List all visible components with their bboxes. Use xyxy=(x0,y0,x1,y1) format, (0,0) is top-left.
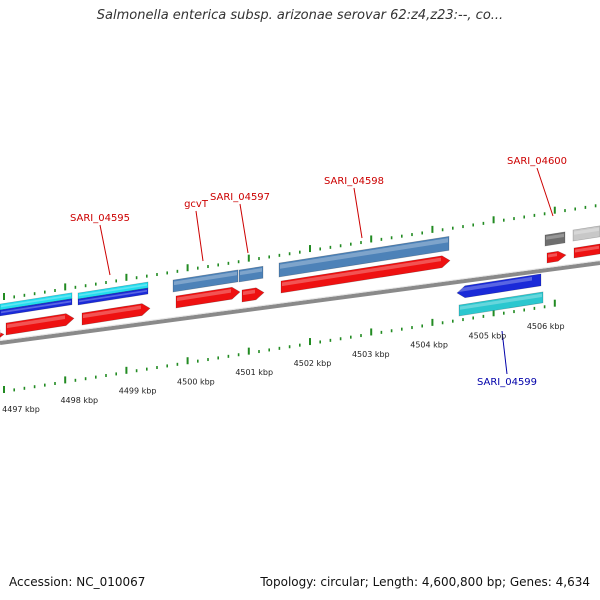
leader-line-4 xyxy=(536,167,554,217)
cds-forward-1-shine xyxy=(7,315,65,329)
cds-forward-04598-shine xyxy=(282,257,441,287)
gene-bar-right-edge-shine xyxy=(574,227,599,235)
gene-label[interactable]: SARI_04599 xyxy=(477,377,537,388)
gene-bar-04597[interactable] xyxy=(238,265,264,283)
gene-bar-cyan-left-shine xyxy=(1,294,71,308)
cds-forward-04598[interactable] xyxy=(280,255,451,294)
gene-bar-04597-shine xyxy=(240,268,262,276)
cds-forward-04600-shine xyxy=(548,253,557,258)
gene-bar-gcvT-shine xyxy=(174,271,237,286)
cds-forward-right-edge[interactable] xyxy=(573,243,600,259)
gene-bar-04599[interactable] xyxy=(458,291,544,317)
gene-bar-right-edge[interactable] xyxy=(572,225,600,242)
gene-bar-04600[interactable] xyxy=(544,231,566,247)
gene-label[interactable]: SARI_04600 xyxy=(507,156,567,167)
scale-label: 4501 kbp xyxy=(235,368,273,377)
topology-summary: Topology: circular; Length: 4,600,800 bp… xyxy=(260,575,590,589)
scale-label: 4497 kbp xyxy=(2,405,40,414)
gene-label[interactable]: gcvT xyxy=(184,199,209,210)
cds-reverse-04599-shine xyxy=(458,276,532,293)
backbone-highlight xyxy=(0,260,600,341)
cds-forward-04595-shine xyxy=(83,305,141,319)
scale-label: 4502 kbp xyxy=(294,359,332,368)
gene-bar-blue-left[interactable] xyxy=(0,298,73,317)
leader-line-1 xyxy=(195,210,204,262)
leader-line-2 xyxy=(239,203,249,254)
gene-bar-04599-shine xyxy=(460,293,542,310)
cds-forward-04595[interactable] xyxy=(81,303,151,326)
leader-line-0 xyxy=(99,224,111,276)
cds-forward-gcvT[interactable] xyxy=(175,286,241,309)
gene-bar-04598[interactable] xyxy=(278,236,450,278)
scale-labels: 4497 kbp 4498 kbp 4499 kbp 4500 kbp 4501 kbp… xyxy=(2,322,564,414)
gene-bar-04600-shine xyxy=(546,233,564,240)
scale-label: 4505 kbp xyxy=(469,331,507,340)
gene-bar-cyan-04595-shine xyxy=(79,283,147,297)
backbone-line xyxy=(0,261,600,345)
cds-forward-04597-shine xyxy=(243,289,255,296)
label-leader-lines xyxy=(99,167,554,375)
cds-reverse-04599[interactable] xyxy=(456,273,542,299)
cds-forward-04597[interactable] xyxy=(241,287,265,303)
cds-forward-04600[interactable] xyxy=(546,250,567,264)
gene-label[interactable]: SARI_04595 xyxy=(70,213,130,224)
cds-forward-right-edge-shine xyxy=(575,245,599,253)
gene-label[interactable]: SARI_04598 xyxy=(324,176,384,187)
accession-label: Accession: NC_010067 xyxy=(9,575,146,589)
leader-line-3 xyxy=(353,187,363,239)
gene-bar-blue-left-shine xyxy=(1,300,71,314)
leader-line-5 xyxy=(501,330,508,375)
map-title: Salmonella enterica subsp. arizonae sero… xyxy=(96,8,504,23)
scale-label: 4504 kbp xyxy=(410,341,448,350)
gene-bar-blue-04595[interactable] xyxy=(77,287,149,306)
scale-label: 4500 kbp xyxy=(177,377,215,386)
backbone-track xyxy=(0,260,600,345)
gene-bar-04598-shine xyxy=(280,238,448,269)
feature-track xyxy=(0,225,600,341)
gene-label[interactable]: SARI_04597 xyxy=(210,192,270,203)
gene-bar-gcvT[interactable] xyxy=(172,269,239,293)
gene-bar-blue-04595-shine xyxy=(79,289,147,303)
scale-label: 4506 kbp xyxy=(527,322,565,331)
cds-forward-left-edge-shine xyxy=(0,331,1,335)
tick-track-upper xyxy=(3,204,597,300)
scale-label: 4499 kbp xyxy=(119,387,157,396)
scale-label: 4498 kbp xyxy=(60,396,98,405)
scale-label: 4503 kbp xyxy=(352,350,390,359)
cds-forward-gcvT-shine xyxy=(177,289,231,302)
cds-forward-1[interactable] xyxy=(5,313,75,336)
cds-forward-left-edge[interactable] xyxy=(0,329,5,341)
